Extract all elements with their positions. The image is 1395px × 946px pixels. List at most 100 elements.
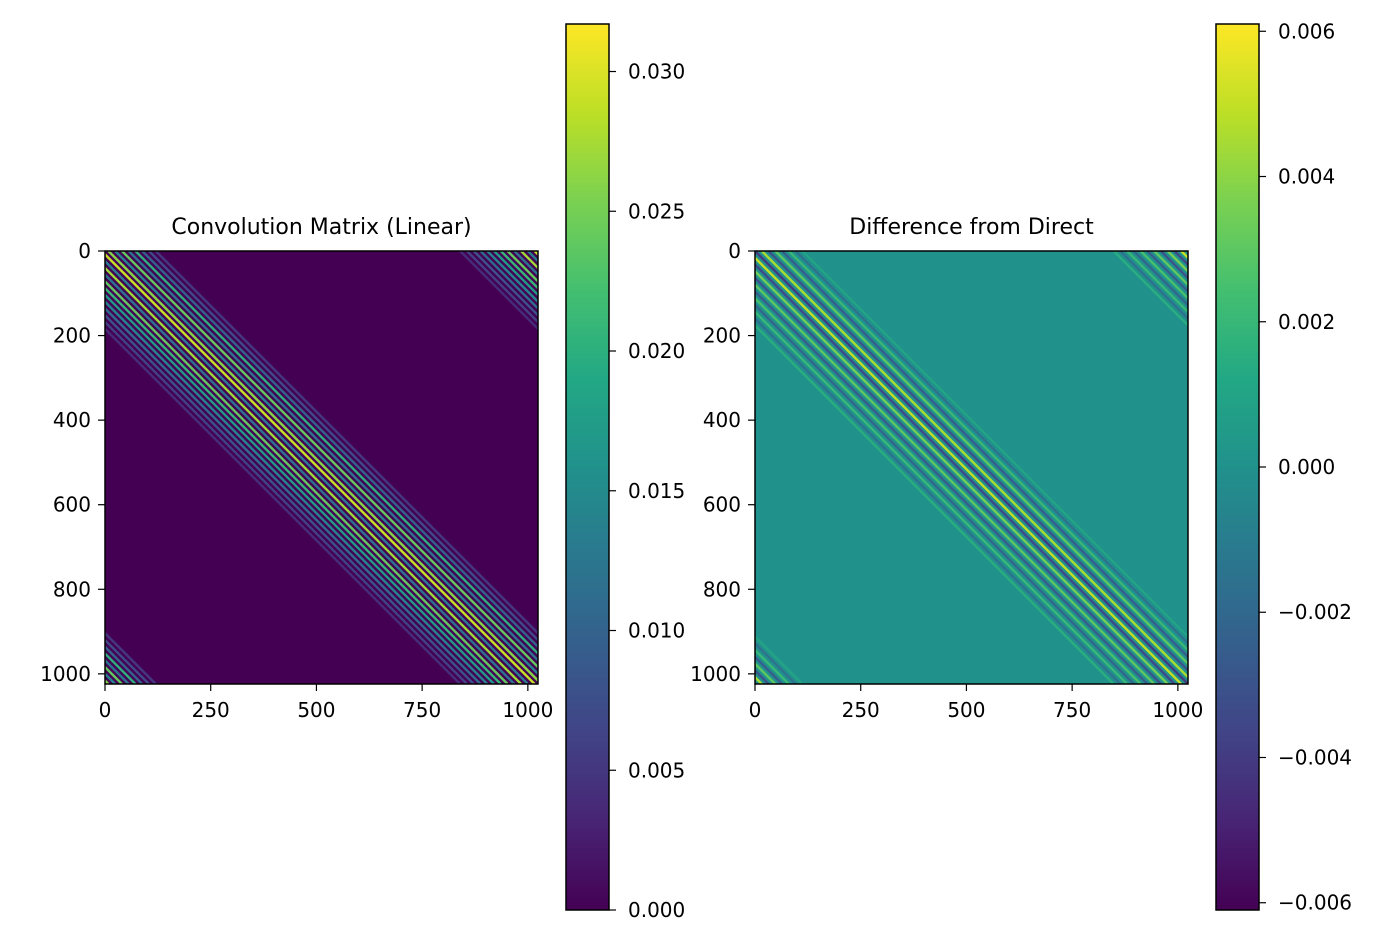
heatmap-diagonal [107, 251, 538, 683]
heatmap-diagonal [767, 251, 1188, 673]
heatmap-diagonal [0, 251, 34, 684]
heatmap-diagonal [755, 289, 1149, 684]
heatmap-diagonal [105, 286, 502, 684]
heatmap-diagonal [755, 269, 1169, 684]
colorbar-gradient [1216, 24, 1259, 910]
x-tick-label: 750 [403, 698, 441, 722]
heatmap-diagonal [154, 251, 538, 635]
heatmap-diagonals [755, 251, 1188, 684]
colorbar-tick-label: 0.006 [1278, 19, 1335, 43]
y-tick-label: 1000 [40, 662, 91, 686]
heatmap-diagonal [105, 665, 123, 684]
heatmap-diagonal [105, 252, 536, 684]
colorbar-ticks: 0.000 0.005 0.010 0.015 0.020 0.025 0.030 [609, 60, 685, 922]
y-tick-label: 400 [703, 408, 741, 432]
y-tick-label: 800 [53, 577, 91, 601]
heatmap-diagonal [105, 672, 116, 684]
heatmap-diagonal [0, 251, 102, 684]
colorbar-tick-label: 0.020 [628, 339, 685, 363]
heatmap-diagonal [760, 251, 1188, 679]
x-axis: 0 250 500 750 1000 [99, 684, 553, 722]
x-tick-label: 750 [1053, 698, 1091, 722]
y-tick-label: 200 [53, 324, 91, 348]
x-tick-label: 0 [749, 698, 762, 722]
heatmap-diagonal [794, 251, 1188, 646]
heatmap-diagonal [0, 251, 95, 684]
y-tick-label: 600 [53, 493, 91, 517]
colorbar-tick-label: 0.010 [628, 619, 685, 643]
heatmap-diagonal [0, 251, 75, 684]
colorbar-tick-label: 0.030 [628, 60, 685, 84]
colorbar-tick-label: 0.015 [628, 479, 685, 503]
heatmap-diagonal [755, 316, 1122, 684]
colorbar-convolution: 0.000 0.005 0.010 0.015 0.020 0.025 0.030 [565, 23, 685, 922]
heatmap-diagonal [105, 259, 529, 684]
plot-frame [104, 250, 539, 685]
heatmap-diagonal [0, 251, 68, 684]
heatmap-diagonal [781, 251, 1188, 659]
heatmap-background [105, 251, 538, 684]
y-tick-label: 1000 [690, 662, 741, 686]
heatmap-diagonal [105, 293, 495, 684]
heatmap-diagonal [105, 300, 489, 684]
heatmap-diagonal [105, 266, 522, 684]
colorbar-gradient [566, 24, 609, 910]
heatmap-diagonal [0, 251, 54, 684]
heatmap-diagonal [755, 262, 1176, 684]
x-tick-label: 1000 [502, 698, 553, 722]
heatmap-diagonal [148, 251, 538, 642]
heatmap-diagonal [105, 306, 482, 684]
heatmap-panel-convolution: Convolution Matrix (Linear) 0 250 500 750 10… [0, 215, 553, 722]
chart-title: Convolution Matrix (Linear) [171, 215, 471, 240]
colorbar-tick-label: 0.025 [628, 199, 685, 223]
x-tick-label: 500 [297, 698, 335, 722]
heatmap-diagonal [0, 251, 47, 684]
heatmap-diagonal [0, 251, 27, 684]
chart-title: Difference from Direct [849, 215, 1094, 240]
plot-frame [754, 250, 1189, 685]
heatmap-diagonal [755, 276, 1162, 684]
colorbar-tick-label: −0.006 [1278, 891, 1352, 915]
colorbar-tick-label: 0.004 [1278, 165, 1335, 189]
y-tick-label: 600 [703, 493, 741, 517]
y-axis: 0 200 400 600 800 1000 [40, 239, 105, 686]
heatmap-diagonal [105, 279, 509, 684]
colorbar-tick-label: −0.004 [1278, 745, 1352, 769]
x-tick-label: 0 [99, 698, 112, 722]
heatmap-diagonal [105, 320, 468, 684]
heatmap-diagonal [755, 303, 1135, 684]
heatmap-diagonal [1112, 251, 1188, 328]
heatmap-diagonal [0, 251, 41, 684]
heatmap-diagonal [755, 283, 1156, 684]
heatmap-diagonal [0, 251, 88, 684]
colorbar-ticks: −0.006 −0.004 −0.002 0.000 0.002 0.004 0.006 [1259, 19, 1352, 915]
x-tick-label: 250 [842, 698, 880, 722]
heatmap-diagonal [105, 327, 462, 684]
colorbar-tick-label: 0.000 [628, 898, 685, 922]
heatmap-diagonal [127, 251, 538, 663]
heatmap-diagonal [801, 251, 1188, 639]
heatmap-diagonal [141, 251, 538, 649]
x-tick-label: 500 [947, 698, 985, 722]
colorbar-tick-label: −0.002 [1278, 600, 1352, 624]
heatmap-diagonal [1153, 251, 1188, 287]
heatmap-diagonal [774, 251, 1188, 666]
y-tick-label: 800 [703, 577, 741, 601]
y-tick-label: 400 [53, 408, 91, 432]
heatmap-diagonal [755, 256, 1183, 684]
x-axis: 0 250 500 750 1000 [749, 684, 1203, 722]
colorbar-tick-label: 0.000 [1278, 455, 1335, 479]
y-tick-label: 0 [728, 239, 741, 263]
colorbar-tick-label: 0.005 [628, 758, 685, 782]
heatmap-diagonal [105, 272, 516, 684]
heatmap-diagonal [114, 251, 538, 676]
heatmap-diagonal [755, 296, 1142, 684]
heatmap-diagonal [755, 251, 1188, 684]
y-tick-label: 200 [703, 324, 741, 348]
heatmap-diagonal [105, 678, 110, 684]
heatmap-diagonal [755, 323, 1115, 684]
x-tick-label: 1000 [1152, 698, 1203, 722]
heatmap-diagonal [121, 251, 538, 669]
colorbar-frame [565, 23, 610, 911]
y-tick-label: 0 [78, 239, 91, 263]
